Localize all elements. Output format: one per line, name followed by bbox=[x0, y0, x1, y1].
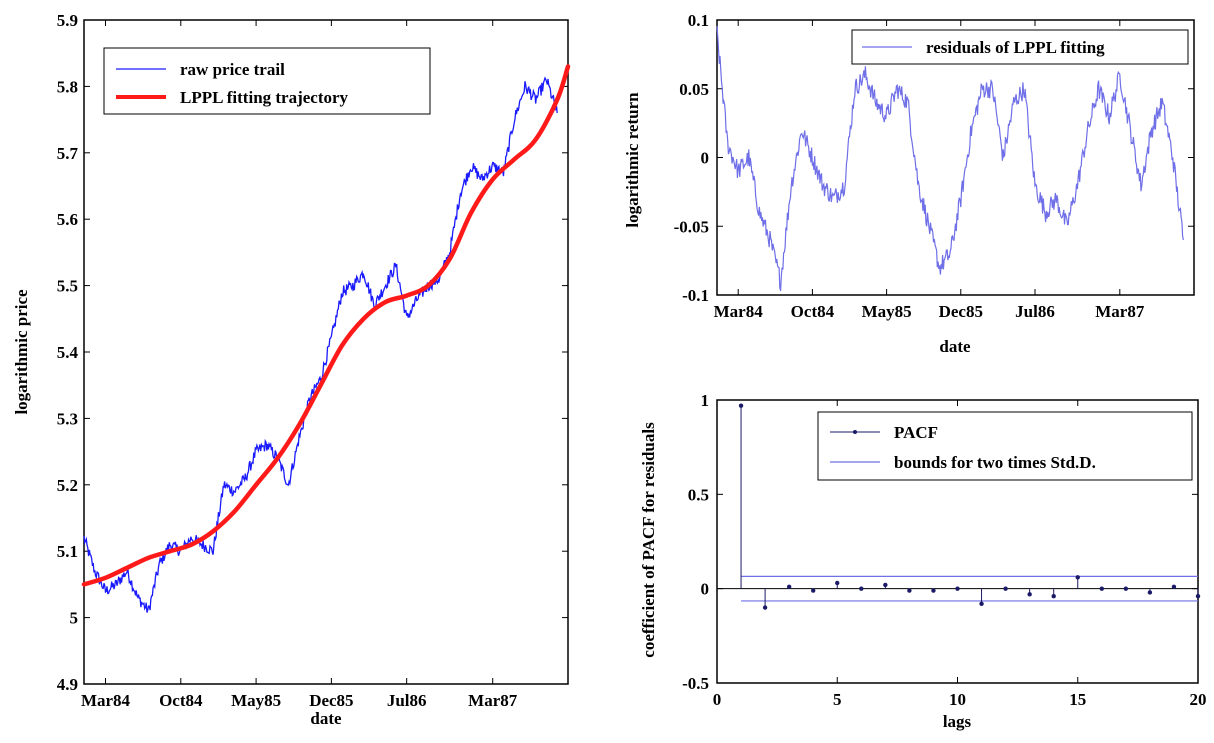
legend-price: raw price trail LPPL fitting trajectory bbox=[103, 47, 431, 115]
pacf-point bbox=[1051, 594, 1056, 599]
y-axis-label-price: logarithmic price bbox=[12, 289, 31, 415]
y-tick-label: -0.5 bbox=[682, 674, 709, 693]
y-tick-label: 5.9 bbox=[57, 11, 78, 30]
y-tick-label: 4.9 bbox=[57, 675, 78, 694]
x-tick-label: 10 bbox=[949, 690, 966, 709]
legend-residuals: residuals of LPPL fitting bbox=[851, 29, 1189, 65]
y-tick-label: 5.8 bbox=[57, 77, 78, 96]
pacf-point bbox=[955, 586, 960, 591]
x-tick-label: 20 bbox=[1190, 690, 1207, 709]
series-line-residuals bbox=[716, 26, 1184, 291]
panel-residuals: -0.1 -0.05 0 0.05 0.1 Mar84 Oct84 May85 Dec85 Ju… bbox=[623, 11, 1195, 356]
legend-label-pacf: PACF bbox=[894, 423, 938, 442]
legend-box-price bbox=[103, 47, 431, 115]
y-tick-label: 5.4 bbox=[57, 343, 79, 362]
y-tick-label: -0.05 bbox=[674, 217, 709, 236]
legend-label-bounds: bounds for two times Std.D. bbox=[894, 453, 1096, 472]
x-tick-label: May85 bbox=[862, 302, 912, 321]
y-tick-label: 5.5 bbox=[57, 277, 78, 296]
x-tick-label: Dec85 bbox=[939, 302, 983, 321]
pacf-point bbox=[762, 605, 768, 610]
y-tick-label: 0 bbox=[701, 149, 710, 168]
y-tick-label: 0.5 bbox=[688, 485, 709, 504]
y-tick-label: 0.1 bbox=[688, 11, 709, 30]
pacf-point bbox=[1099, 586, 1105, 591]
x-tick-label: Mar84 bbox=[714, 302, 764, 321]
y-tick-label: 0.05 bbox=[679, 80, 709, 99]
pacf-point bbox=[1075, 575, 1080, 580]
pacf-point bbox=[811, 588, 816, 593]
y-tick-label: 0 bbox=[701, 580, 710, 599]
legend-box-pacf bbox=[817, 411, 1193, 481]
y-tick-label: 5.6 bbox=[57, 210, 78, 229]
x-tick-label: Oct84 bbox=[791, 302, 835, 321]
y-tick-label: -0.1 bbox=[682, 286, 709, 305]
x-ticks-residuals: Mar84 Oct84 May85 Dec85 Jul86 Mar87 bbox=[714, 20, 1145, 321]
pacf-point bbox=[1195, 594, 1201, 599]
y-ticks-pacf: -0.5 0 0.5 1 bbox=[682, 391, 1198, 693]
pacf-point bbox=[1003, 586, 1008, 591]
panel-pacf: -0.500.51 0 5 10 15 20 lags coefficient of P… bbox=[639, 391, 1207, 731]
x-tick-label: 5 bbox=[833, 690, 842, 709]
pacf-point bbox=[883, 582, 888, 588]
x-tick-label: Jul86 bbox=[1015, 302, 1055, 321]
x-tick-label: Mar87 bbox=[468, 691, 518, 710]
legend-label-residuals: residuals of LPPL fitting bbox=[926, 38, 1105, 57]
x-axis-label-pacf: lags bbox=[943, 712, 972, 731]
legend-pacf: PACF bounds for two times Std.D. bbox=[817, 411, 1193, 481]
pacf-point bbox=[931, 588, 936, 593]
x-tick-label: Dec85 bbox=[309, 691, 353, 710]
series-group-pacf bbox=[717, 403, 1201, 610]
x-ticks-pacf: 0 5 10 15 20 bbox=[713, 400, 1207, 709]
y-ticks-residuals: -0.1 -0.05 0 0.05 0.1 bbox=[674, 11, 1194, 305]
x-tick-label: Oct84 bbox=[159, 691, 203, 710]
x-tick-label: Jul86 bbox=[387, 691, 427, 710]
x-ticks-price: Mar84 Oct84 May85 Dec85 Jul86 Mar87 bbox=[81, 20, 518, 710]
y-tick-label: 5.3 bbox=[57, 409, 78, 428]
series-group-residuals bbox=[716, 26, 1184, 291]
pacf-point bbox=[786, 584, 792, 589]
pacf-point bbox=[907, 588, 912, 593]
x-tick-label: Mar84 bbox=[81, 691, 131, 710]
legend-label-raw: raw price trail bbox=[180, 60, 285, 79]
pacf-point bbox=[979, 601, 984, 606]
y-ticks-price: 4.9 5 5.1 5.2 5.3 5.4 5.5 5.6 5.7 5.8 5.9 bbox=[57, 11, 568, 694]
x-axis-label-price: date bbox=[310, 709, 342, 728]
y-axis-label-residuals: logarithmic return bbox=[623, 92, 642, 228]
y-tick-label: 5.7 bbox=[57, 144, 79, 163]
legend-marker-pacf bbox=[853, 430, 857, 434]
legend-label-lppl: LPPL fitting trajectory bbox=[180, 88, 349, 107]
pacf-point bbox=[1171, 584, 1177, 589]
pacf-point bbox=[859, 586, 864, 591]
y-tick-label: 5.1 bbox=[57, 542, 78, 561]
series-group-price bbox=[81, 64, 571, 613]
series-line-lppl-fit bbox=[81, 64, 571, 587]
pacf-point bbox=[835, 580, 840, 586]
plot-frame-price bbox=[83, 19, 569, 685]
x-tick-label: 0 bbox=[713, 690, 722, 709]
y-tick-label: 1 bbox=[701, 391, 710, 410]
y-tick-label: 5 bbox=[70, 609, 79, 628]
y-tick-label: 5.2 bbox=[57, 476, 78, 495]
panel-price: 4.9 5 5.1 5.2 5.3 5.4 5.5 5.6 5.7 5.8 5.9 Mar84 Oct… bbox=[12, 11, 571, 728]
pacf-point bbox=[738, 403, 744, 408]
pacf-point bbox=[1123, 586, 1129, 591]
pacf-point bbox=[1027, 592, 1032, 597]
y-axis-label-pacf: coefficient of PACF for residuals bbox=[639, 422, 658, 658]
x-axis-label-residuals: date bbox=[939, 337, 971, 356]
pacf-point bbox=[1147, 590, 1153, 595]
x-tick-label: Mar87 bbox=[1095, 302, 1145, 321]
x-tick-label: May85 bbox=[231, 691, 281, 710]
x-tick-label: 15 bbox=[1069, 690, 1086, 709]
